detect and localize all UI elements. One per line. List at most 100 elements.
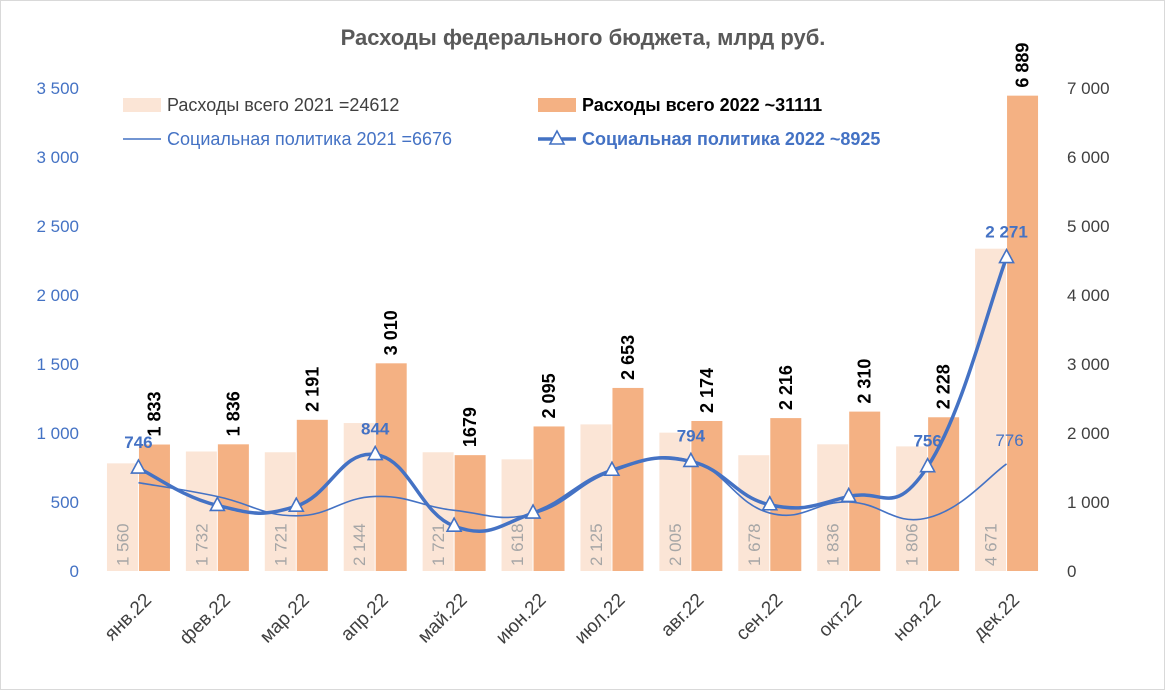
y-right-tick-label: 0 bbox=[1067, 562, 1076, 581]
bar-2022 bbox=[691, 420, 723, 571]
line-social-2022-marker bbox=[840, 486, 858, 503]
bar-2021 bbox=[422, 452, 454, 571]
bar-2022 bbox=[612, 387, 644, 571]
bars-layer: 1 560 1 833 1 732 1 836 1 721 2 191 2 144 3 010… bbox=[106, 43, 1039, 572]
bar-2021 bbox=[659, 432, 691, 571]
line-social-2022-data-label: 756 bbox=[913, 432, 941, 451]
x-tick-label: окт.22 bbox=[815, 590, 867, 642]
bar-2022-data-label: 1679 bbox=[460, 407, 480, 447]
line-social-2022-marker bbox=[998, 247, 1015, 264]
y-left-tick-label: 3 500 bbox=[36, 79, 79, 98]
x-tick-label: дек.22 bbox=[969, 590, 1024, 645]
line-social-2022-marker bbox=[366, 444, 384, 461]
bar-2021-data-label: 1 721 bbox=[271, 523, 290, 566]
line-social-2021 bbox=[138, 455, 1007, 521]
bar-2022-data-label: 2 095 bbox=[539, 373, 559, 418]
bar-2022-data-label: 2 228 bbox=[934, 364, 954, 409]
bar-2021-data-label: 1 732 bbox=[192, 523, 211, 566]
legend: Расходы всего 2021 =24612 Расходы всего 2… bbox=[123, 95, 880, 149]
bar-2021-data-label: 1 618 bbox=[508, 523, 527, 566]
bar-2022-data-label: 2 653 bbox=[618, 335, 638, 380]
bar-2021-data-label: 1 836 bbox=[824, 523, 843, 566]
bar-2021-data-label: 2 144 bbox=[350, 523, 369, 566]
y-left-tick-label: 1 000 bbox=[36, 424, 79, 443]
x-tick-label: май.22 bbox=[414, 590, 472, 648]
legend-label: Расходы всего 2022 ~31111 bbox=[582, 95, 822, 115]
y-right-tick-label: 4 000 bbox=[1067, 286, 1110, 305]
line-social-2022-marker bbox=[209, 495, 226, 512]
bar-2021-data-label: 1 721 bbox=[429, 523, 448, 566]
y-right-tick-label: 6 000 bbox=[1067, 148, 1110, 167]
y-right-tick-label: 3 000 bbox=[1067, 355, 1110, 374]
x-tick-label: мар.22 bbox=[256, 590, 314, 648]
legend-label: Социальная политика 2022 ~8925 bbox=[582, 129, 880, 149]
y-left-tick-label: 1 500 bbox=[36, 355, 79, 374]
y-right-tick-label: 5 000 bbox=[1067, 217, 1110, 236]
bar-2022-data-label: 2 191 bbox=[302, 367, 322, 412]
bar-2022-data-label: 3 010 bbox=[381, 310, 401, 355]
line-social-2022-marker bbox=[130, 458, 147, 474]
bar-2022 bbox=[1007, 95, 1039, 571]
line-social-2022-marker bbox=[603, 460, 621, 477]
y-left-tick-label: 2 500 bbox=[36, 217, 79, 236]
bar-2022-data-label: 1 836 bbox=[223, 391, 243, 436]
y-right-tick-label: 2 000 bbox=[1067, 424, 1110, 443]
line-social-2022-marker bbox=[287, 496, 305, 512]
line-social-2022-marker bbox=[919, 456, 936, 473]
bar-2021-data-label: 1 678 bbox=[745, 523, 764, 566]
legend-label: Расходы всего 2021 =24612 bbox=[167, 95, 399, 115]
x-tick-label: ноя.22 bbox=[889, 590, 945, 646]
bar-2022 bbox=[928, 417, 960, 571]
y-left-tick-label: 3 000 bbox=[36, 148, 79, 167]
bar-2022 bbox=[138, 444, 170, 571]
bar-2022-data-label: 6 889 bbox=[1013, 43, 1033, 88]
y-left-tick-label: 500 bbox=[51, 493, 79, 512]
line-social-2022-data-label: 2 271 bbox=[985, 223, 1028, 242]
bar-2022 bbox=[375, 363, 407, 571]
bar-2022-data-label: 2 174 bbox=[697, 368, 717, 413]
y-right-tick-label: 1 000 bbox=[1067, 493, 1110, 512]
bar-2021-data-label: 2 005 bbox=[666, 523, 685, 566]
line-social-2022-marker bbox=[682, 451, 700, 468]
x-tick-label: июл.22 bbox=[571, 590, 630, 649]
bar-2021 bbox=[817, 444, 849, 571]
bar-2022 bbox=[770, 418, 802, 571]
x-tick-label: апр.22 bbox=[337, 590, 393, 646]
chart-title: Расходы федерального бюджета, млрд руб. bbox=[341, 25, 826, 50]
bar-2021-data-label: 2 125 bbox=[587, 523, 606, 566]
bar-2021-data-label: 1 806 bbox=[903, 523, 922, 566]
legend-label: Социальная политика 2021 =6676 bbox=[167, 129, 452, 149]
x-tick-label: янв.22 bbox=[101, 590, 156, 645]
legend-marker bbox=[548, 129, 566, 145]
x-tick-label: фев.22 bbox=[176, 590, 235, 649]
line-social-2022-marker bbox=[445, 516, 463, 532]
y-left-tick-label: 0 bbox=[70, 562, 79, 581]
x-tick-label: июн.22 bbox=[492, 590, 551, 649]
bar-2022-data-label: 2 216 bbox=[776, 365, 796, 410]
line-social-2022-data-label: 844 bbox=[361, 420, 390, 439]
bar-2021 bbox=[896, 446, 928, 571]
legend-swatch bbox=[123, 98, 161, 112]
line-social-2022-marker bbox=[761, 495, 779, 511]
x-tick-label: авг.22 bbox=[657, 590, 708, 641]
y-right-tick-label: 7 000 bbox=[1067, 79, 1110, 98]
line-social-2022-data-label: 746 bbox=[124, 433, 152, 452]
legend-swatch bbox=[538, 98, 576, 112]
bar-2021 bbox=[106, 463, 138, 571]
bar-2021-data-label: 4 671 bbox=[982, 523, 1001, 566]
bar-2021-data-label: 1 560 bbox=[113, 523, 132, 566]
x-tick-label: сен.22 bbox=[732, 590, 787, 645]
bar-2022 bbox=[296, 419, 328, 571]
bar-2022 bbox=[849, 411, 881, 571]
lines-layer: 776 746 844 794 756 2 271 bbox=[124, 223, 1028, 534]
y-left-tick-label: 2 000 bbox=[36, 286, 79, 305]
bar-2021 bbox=[738, 455, 770, 571]
line-social-2022-marker bbox=[524, 503, 542, 519]
line-social-2022-data-label: 794 bbox=[677, 426, 706, 445]
bar-2021 bbox=[975, 248, 1007, 572]
bar-2022-data-label: 1 833 bbox=[144, 391, 164, 436]
bar-2021 bbox=[580, 424, 612, 571]
bar-2022-data-label: 2 310 bbox=[855, 359, 875, 404]
